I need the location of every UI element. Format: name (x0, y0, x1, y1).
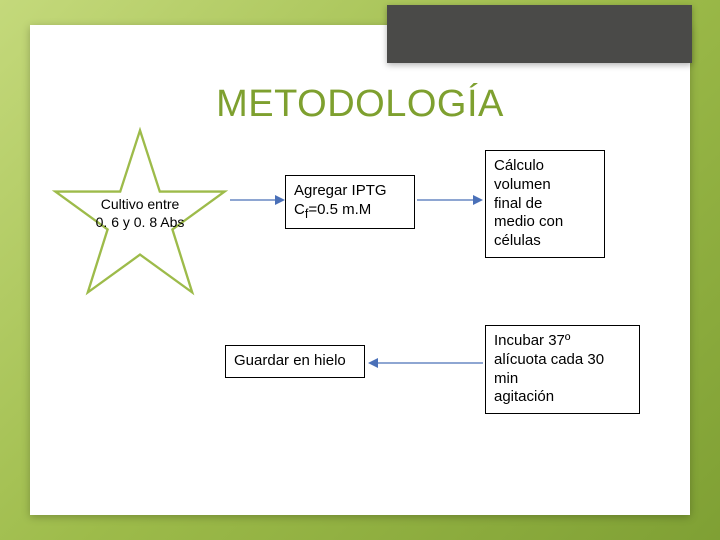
slide-card: METODOLOGÍA a Cultivo entre 0. 6 y 0. 8 … (30, 25, 690, 515)
arrow-incubar-to-guardar (368, 356, 483, 370)
box-calculo: Cálculo volumen final de medio con célul… (485, 150, 605, 258)
box-iptg: Agregar IPTG Cf=0.5 m.M (285, 175, 415, 229)
box-calculo-l2: volumen (494, 176, 596, 195)
box-guardar-l1: Guardar en hielo (234, 352, 356, 371)
arrow-star-to-iptg (230, 193, 285, 207)
box-calculo-l1: Cálculo (494, 157, 596, 176)
box-calculo-l3: final de (494, 195, 596, 214)
box-incubar-l3: agitación (494, 388, 631, 407)
star-label: Cultivo entre 0. 6 y 0. 8 Abs (95, 196, 185, 231)
box-calculo-l4: medio con (494, 213, 596, 232)
arrow-iptg-to-calculo (417, 193, 483, 207)
box-incubar-l1: Incubar 37º (494, 332, 631, 351)
star-callout: Cultivo entre 0. 6 y 0. 8 Abs (50, 125, 230, 305)
box-iptg-line2: Cf=0.5 m.M (294, 201, 406, 223)
box-calculo-l5: células (494, 232, 596, 251)
box-guardar: Guardar en hielo (225, 345, 365, 378)
box-iptg-line1: Agregar IPTG (294, 182, 406, 201)
flow-diagram: a Cultivo entre 0. 6 y 0. 8 Abs Agregar … (30, 25, 690, 515)
box-incubar: Incubar 37º alícuota cada 30 min agitaci… (485, 325, 640, 414)
box-incubar-l2: alícuota cada 30 min (494, 351, 631, 389)
